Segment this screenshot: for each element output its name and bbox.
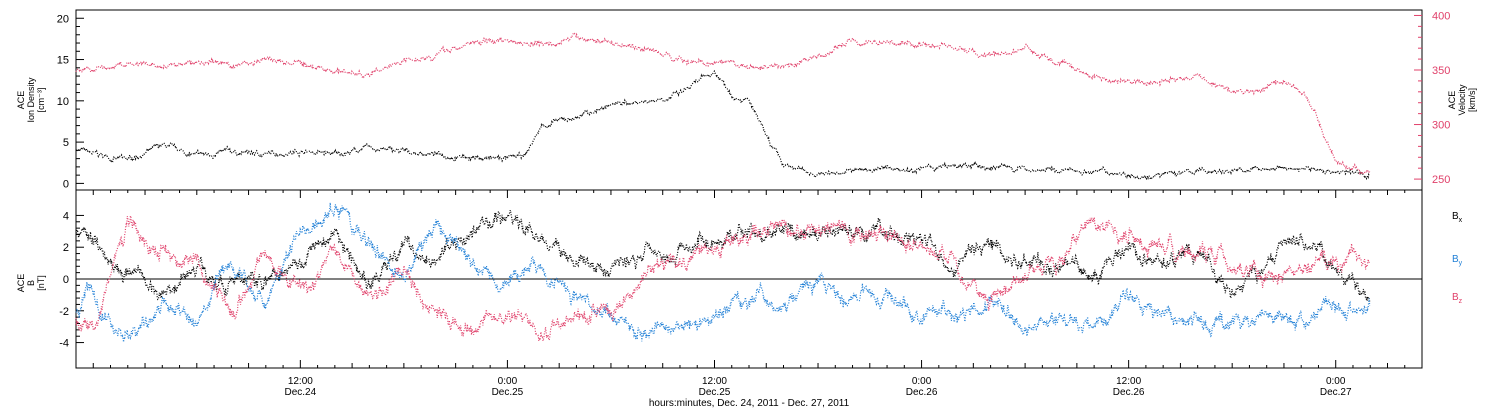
velocity-series (75, 32, 1371, 175)
legend-bx: Bx (1452, 211, 1463, 224)
bottom-y-tick-label: 2 (63, 242, 69, 254)
top-left-y-tick-label: 0 (63, 178, 69, 190)
x-tick-date-label: Dec.24 (284, 387, 316, 398)
top-left-axis-label-line: ACE (16, 91, 26, 110)
legend-base: B (1452, 292, 1459, 303)
x-tick-time-label: 12:00 (702, 376, 727, 387)
x-tick-date-label: Dec.27 (1320, 387, 1352, 398)
bx-series (75, 209, 1371, 302)
density-series (75, 69, 1371, 182)
top-left-y-tick-label: 20 (57, 13, 69, 25)
bottom-y-tick-label: 0 (63, 274, 69, 286)
top-right-y-tick-label: 350 (1432, 65, 1450, 77)
x-tick-time-label: 0:00 (498, 376, 518, 387)
legend-by: By (1452, 254, 1463, 267)
x-axis-label: hours:minutes, Dec. 24, 2011 - Dec. 27, … (649, 398, 850, 409)
bottom-y-tick-label: -2 (59, 306, 69, 318)
top-left-y-tick-label: 10 (57, 96, 69, 108)
top-left-axis-label-line: Ion Density (26, 77, 36, 123)
legend-subscript: x (1459, 217, 1463, 224)
top-left-y-tick-label: 15 (57, 55, 69, 67)
top-left-y-tick-label: 5 (63, 137, 69, 149)
x-tick-time-label: 12:00 (1116, 376, 1141, 387)
top-right-y-tick-label: 400 (1432, 10, 1450, 22)
x-tick-time-label: 0:00 (1326, 376, 1346, 387)
legend-base: B (1452, 254, 1459, 265)
by-series (75, 202, 1371, 343)
bottom-axis-label-line: [nT] (36, 275, 46, 291)
bottom-y-tick-label: -4 (59, 338, 69, 350)
bottom-y-tick-label: 4 (63, 210, 69, 222)
legend-subscript: y (1459, 260, 1463, 267)
bottom-axis-label: ACEB[nT] (16, 274, 46, 293)
legend-bz: Bz (1452, 292, 1463, 305)
top-right-y-tick-label: 250 (1432, 174, 1450, 186)
bottom-axis-label-line: B (26, 280, 36, 286)
bottom-axis-label-line: ACE (16, 274, 26, 293)
legend-subscript: z (1459, 298, 1463, 305)
x-tick-date-label: Dec.26 (906, 387, 938, 398)
x-tick-time-label: 12:00 (288, 376, 313, 387)
top-left-axis-label-line: [cm⁻³] (36, 88, 46, 113)
bz-series (75, 214, 1371, 342)
x-tick-time-label: 0:00 (912, 376, 932, 387)
legend-base: B (1452, 211, 1459, 222)
top-right-axis-label-line: ACE (1447, 91, 1457, 110)
x-tick-date-label: Dec.25 (699, 387, 731, 398)
top-right-axis-label-line: [km/s] (1467, 88, 1477, 112)
x-tick-date-label: Dec.25 (492, 387, 524, 398)
top-right-y-tick-label: 300 (1432, 120, 1450, 132)
x-tick-date-label: Dec.26 (1113, 387, 1145, 398)
top-right-axis-label: ACEVelocity[km/s] (1447, 84, 1477, 116)
x-axis: 12:00Dec.240:00Dec.2512:00Dec.250:00Dec.… (75, 190, 1423, 398)
top-right-axis-label-line: Velocity (1457, 84, 1467, 116)
top-left-axis-label: ACEIon Density[cm⁻³] (16, 77, 46, 123)
